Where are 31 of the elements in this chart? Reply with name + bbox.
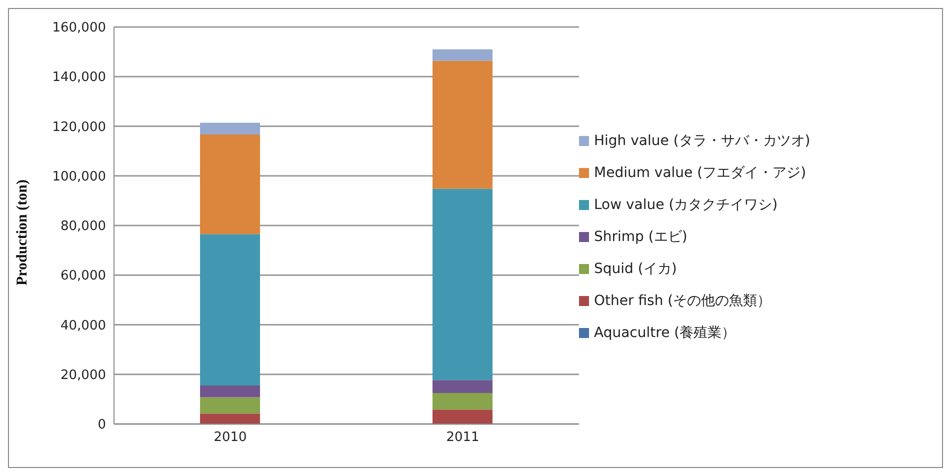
bar — [432, 392, 493, 410]
legend-label: Aquacultre (養殖業） — [594, 324, 736, 342]
y-tick-label: 0 — [98, 418, 106, 433]
bar — [200, 234, 260, 386]
x-tick-label: 2011 — [446, 430, 480, 446]
y-tick-label: 80,000 — [60, 219, 106, 234]
y-tick-label: 20,000 — [60, 368, 106, 383]
legend-label: High value (タラ・サバ・カツオ) — [594, 132, 810, 150]
legend-label: Low value (カタクチイワシ) — [594, 196, 778, 214]
y-tick-label: 140,000 — [52, 70, 106, 86]
bar — [200, 414, 260, 424]
y-tick-label: 60,000 — [60, 268, 106, 284]
bar — [200, 134, 260, 234]
bar — [432, 380, 493, 393]
bar — [432, 60, 493, 189]
legend-label: Other fish (その他の魚類） — [594, 292, 772, 310]
bar — [432, 410, 493, 424]
bar — [432, 188, 493, 380]
legend-label: Medium value (フエダイ・アジ) — [594, 164, 806, 182]
bar — [432, 49, 493, 61]
bar — [200, 122, 260, 134]
y-tick-label: 120,000 — [52, 120, 106, 135]
y-tick-label: 40,000 — [60, 318, 106, 334]
bar — [200, 397, 260, 414]
y-tick-label: 160,000 — [52, 20, 106, 36]
y-axis-title: Production (ton) — [14, 180, 30, 286]
legend-label: Shrimp (エビ) — [594, 228, 688, 246]
bar — [200, 386, 260, 398]
legend-label: Squid (イカ) — [594, 260, 677, 278]
x-tick-label: 2010 — [214, 430, 247, 446]
y-tick-label: 100,000 — [52, 169, 106, 184]
